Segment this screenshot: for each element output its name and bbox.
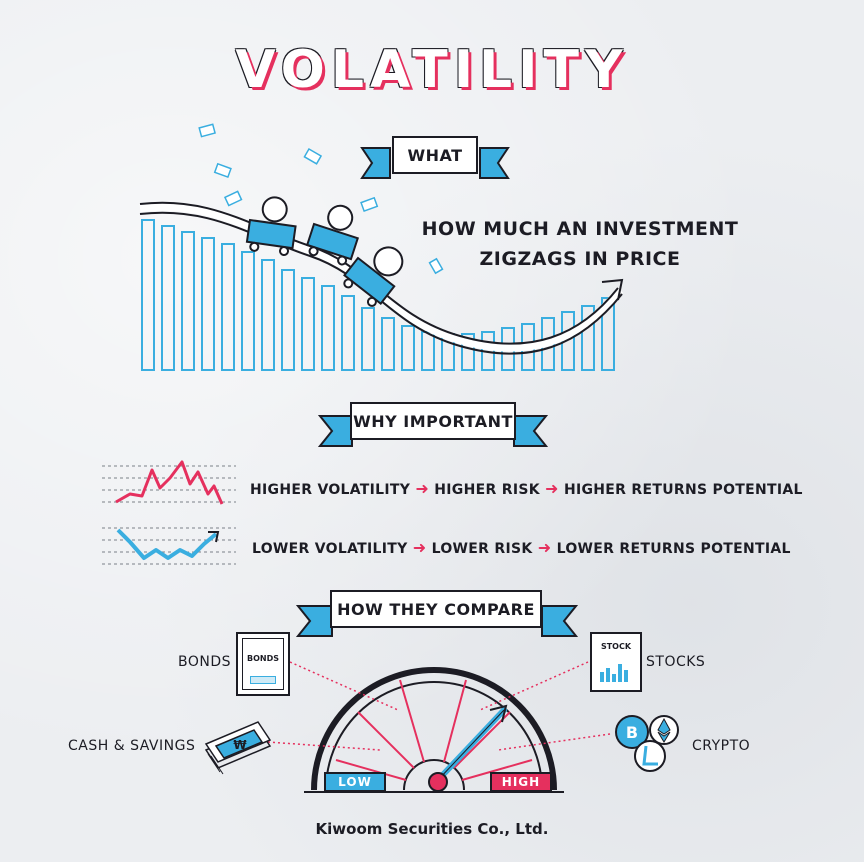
high-volatility-chart <box>102 460 236 505</box>
what-banner-label: WHAT <box>392 136 478 174</box>
bitcoin-icon <box>615 715 649 749</box>
bitcoin-symbol: B <box>626 723 638 742</box>
lower-returns-label: LOWER RETURNS POTENTIAL <box>556 541 791 557</box>
price-bars <box>141 219 615 371</box>
cash-savings-label: CASH & SAVINGS <box>68 738 196 754</box>
gauge-pivot <box>428 772 448 792</box>
stocks-chart-icon: STOCK <box>590 632 642 692</box>
asset-connector-lines <box>267 661 611 751</box>
why-banner-label: WHY IMPORTANT <box>350 402 516 440</box>
company-footer: Kiwoom Securities Co., Ltd. <box>315 820 549 838</box>
why-banner-ribbon <box>318 415 548 447</box>
higher-returns-label: HIGHER RETURNS POTENTIAL <box>563 482 803 498</box>
compare-banner-ribbon <box>296 605 578 637</box>
litecoin-icon <box>634 740 666 772</box>
right-arrow-icon: ➜ <box>537 538 552 557</box>
coaster-carts <box>245 196 404 307</box>
right-arrow-icon: ➜ <box>545 479 559 498</box>
bonds-certificate-icon: BONDS <box>236 632 290 696</box>
lower-volatility-row: LOWER VOLATILITY ➜ LOWER RISK ➜ LOWER RE… <box>252 538 791 557</box>
compare-banner-label: HOW THEY COMPARE <box>330 590 542 628</box>
gauge-high-label: HIGH <box>490 772 552 792</box>
bonds-label: BONDS <box>178 654 232 670</box>
right-arrow-icon: ➜ <box>415 479 430 498</box>
what-definition-line-2: ZIGZAGS IN PRICE <box>479 248 681 270</box>
right-arrow-icon: ➜ <box>412 538 427 557</box>
won-symbol: ₩ <box>233 738 247 752</box>
what-banner-ribbon <box>360 147 510 179</box>
lower-risk-label: LOWER RISK <box>431 541 533 557</box>
volatility-gauge <box>304 667 564 793</box>
gauge-low-label: LOW <box>324 772 386 792</box>
what-definition-line-1: HOW MUCH AN INVESTMENT <box>421 218 739 240</box>
what-definition: HOW MUCH AN INVESTMENT ZIGZAGS IN PRICE <box>420 214 740 274</box>
stocks-label: STOCKS <box>646 654 706 670</box>
crypto-label: CRYPTO <box>692 738 751 754</box>
roller-coaster-illustration <box>139 123 624 371</box>
low-volatility-chart <box>102 527 236 565</box>
bonds-certificate-title: BONDS <box>247 654 279 663</box>
stocks-doc-title: STOCK <box>600 642 632 651</box>
cash-stack-icon: ₩ <box>204 721 272 775</box>
higher-volatility-label: HIGHER VOLATILITY <box>250 482 411 498</box>
flying-money-notes <box>198 123 444 275</box>
higher-volatility-row: HIGHER VOLATILITY ➜ HIGHER RISK ➜ HIGHER… <box>250 479 803 498</box>
page-title: VOLATILITY <box>235 40 629 100</box>
what-banner: WHAT <box>392 136 478 174</box>
why-banner: WHY IMPORTANT <box>350 402 516 440</box>
lower-volatility-label: LOWER VOLATILITY <box>252 541 408 557</box>
higher-risk-label: HIGHER RISK <box>434 482 540 498</box>
compare-banner: HOW THEY COMPARE <box>330 590 542 628</box>
crypto-coins-icon: B <box>615 715 679 772</box>
